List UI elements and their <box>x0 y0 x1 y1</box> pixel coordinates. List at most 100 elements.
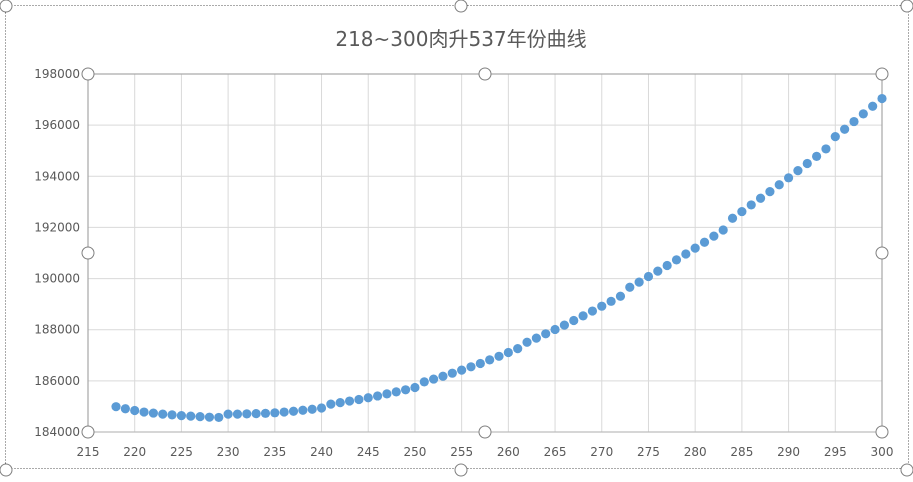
data-point <box>868 101 878 111</box>
data-point <box>755 193 766 203</box>
x-tick-label: 245 <box>357 445 380 459</box>
data-point <box>559 320 570 330</box>
data-point <box>167 410 177 420</box>
x-tick-label: 225 <box>170 445 193 459</box>
chart-resize-handle <box>900 463 913 477</box>
data-point <box>363 393 373 403</box>
data-point <box>270 408 280 418</box>
data-point <box>840 124 850 134</box>
data-point <box>176 411 187 421</box>
data-point <box>737 206 747 217</box>
data-point <box>522 337 532 347</box>
data-point <box>849 116 859 127</box>
data-point <box>457 365 467 375</box>
data-point <box>260 408 271 418</box>
y-tick-label: 194000 <box>34 169 80 183</box>
data-point <box>466 362 476 372</box>
y-tick-label: 192000 <box>34 220 80 234</box>
data-point <box>606 296 616 306</box>
data-point <box>288 406 299 416</box>
data-point <box>513 344 523 354</box>
data-point <box>372 391 383 401</box>
plot-resize-handle <box>478 425 492 439</box>
data-point <box>699 237 710 247</box>
data-point <box>410 382 420 393</box>
chart-resize-handle <box>454 463 468 477</box>
x-tick-label: 220 <box>123 445 146 459</box>
chart-resize-handle <box>0 463 13 477</box>
data-point <box>858 109 868 119</box>
x-tick-label: 280 <box>684 445 707 459</box>
data-point <box>279 407 289 417</box>
data-point <box>643 271 654 282</box>
chart-outer-frame <box>5 5 909 469</box>
y-tick-label: 198000 <box>34 67 80 81</box>
data-point <box>335 397 345 408</box>
data-point <box>186 411 196 421</box>
data-point <box>438 371 448 381</box>
data-point <box>120 404 130 414</box>
data-point <box>531 333 541 343</box>
x-tick-label: 275 <box>637 445 660 459</box>
data-point <box>447 368 457 378</box>
plot-resize-handle <box>875 425 889 439</box>
data-point <box>587 306 598 316</box>
data-point <box>307 404 317 414</box>
data-point <box>569 315 579 326</box>
data-point <box>401 385 411 395</box>
x-tick-label: 270 <box>590 445 613 459</box>
y-tick-label: 184000 <box>34 425 80 439</box>
data-point <box>204 412 215 422</box>
data-point <box>503 347 513 358</box>
data-point <box>111 402 121 412</box>
data-point <box>354 394 364 405</box>
data-point <box>634 277 644 287</box>
y-tick-label: 186000 <box>34 374 80 388</box>
data-point <box>139 407 149 417</box>
plot-resize-handle <box>875 67 889 81</box>
plot-resize-handle <box>81 425 95 439</box>
data-point <box>615 291 626 301</box>
data-point <box>812 151 822 161</box>
data-point <box>475 358 485 369</box>
data-point <box>746 200 756 210</box>
x-tick-label: 260 <box>497 445 520 459</box>
x-tick-label: 290 <box>777 445 800 459</box>
data-point <box>550 324 560 335</box>
data-point <box>223 409 233 419</box>
data-point <box>625 282 635 292</box>
data-point <box>130 405 140 416</box>
grid-layer <box>87 73 883 433</box>
data-point <box>326 399 336 409</box>
data-point <box>690 243 700 253</box>
x-tick-label: 235 <box>263 445 286 459</box>
data-point <box>662 260 672 271</box>
data-point <box>485 355 495 365</box>
data-point <box>148 408 158 418</box>
x-tick-label: 230 <box>217 445 240 459</box>
plot-resize-handle <box>81 246 95 260</box>
x-tick-label: 295 <box>824 445 847 459</box>
data-point <box>429 374 439 384</box>
data-point <box>541 329 551 339</box>
data-point <box>681 249 691 259</box>
data-point <box>765 187 775 197</box>
x-tick-label: 250 <box>403 445 426 459</box>
data-point <box>718 225 728 235</box>
plot-resize-handle <box>478 67 492 81</box>
data-point <box>242 409 252 419</box>
data-point <box>774 180 784 190</box>
data-point <box>344 396 355 406</box>
data-points <box>111 93 887 423</box>
x-tick-label: 255 <box>450 445 473 459</box>
y-tick-label: 190000 <box>34 272 80 286</box>
data-point <box>251 408 261 419</box>
data-point <box>821 144 831 154</box>
chart-resize-handle <box>0 0 13 13</box>
data-point <box>727 213 738 223</box>
x-tick-label: 265 <box>544 445 567 459</box>
data-point <box>316 403 327 413</box>
data-point <box>494 351 504 361</box>
x-tick-label: 285 <box>730 445 753 459</box>
